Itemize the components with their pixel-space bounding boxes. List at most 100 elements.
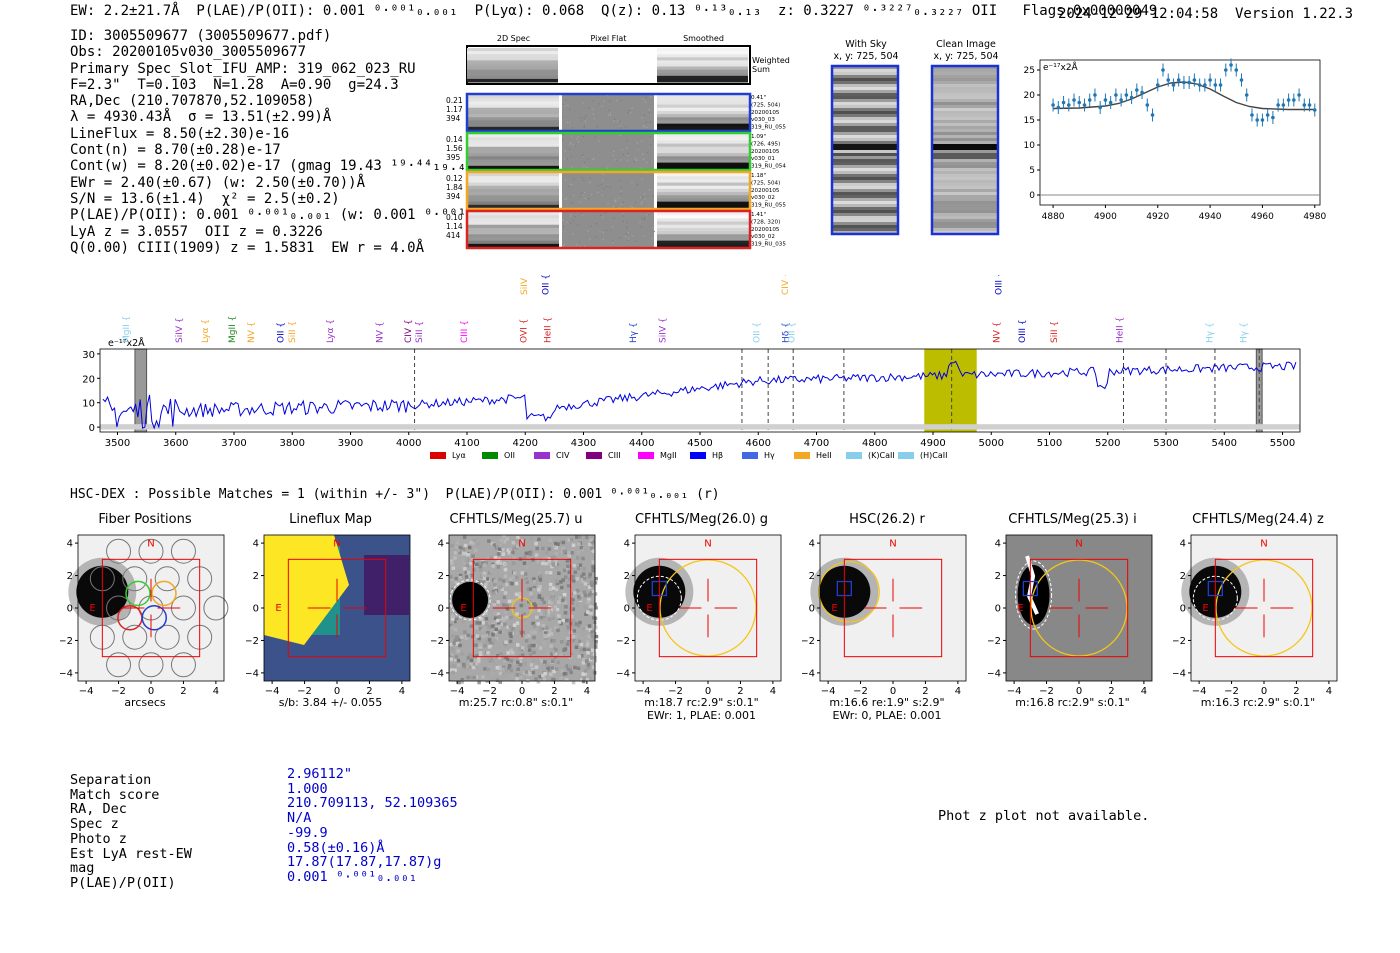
zoom-xtick: 4880 [1042, 212, 1065, 222]
zoom-data-point [1203, 78, 1207, 92]
header-summary: EW: 2.2±21.7Å P(LAE)/P(OII): 0.001 ⁰·⁰⁰¹… [70, 3, 1158, 19]
legend-entry: (H)CaII [898, 451, 947, 460]
match-label: Separation [70, 772, 152, 788]
cutout-caption: m:16.6 re:1.9" s:2.9" EWr: 0, PLAE: 0.001 [829, 696, 945, 722]
zoom-data-point [1171, 78, 1176, 92]
info-line: LyA z = 3.0557 OII z = 0.3226 [70, 223, 323, 240]
legend-entry: OII [482, 451, 515, 460]
sky-panel-frame [830, 64, 900, 236]
match-label: mag [70, 860, 95, 877]
fiber-row-frame [465, 170, 752, 211]
cutout-xtick: −2 [297, 686, 312, 697]
fiber-row-right-value: 20200105 [751, 188, 780, 194]
emission-line-label: OII { [752, 322, 762, 343]
fiber-row-right-value: (725, 504) [751, 180, 780, 186]
zoom-data-point [1187, 76, 1191, 89]
cutout-xtick: 0 [148, 686, 154, 697]
cutout-xtick: −4 [821, 686, 836, 697]
cutout-image: N E −4 −4 −2 −2 0 0 2 2 4 4 [802, 534, 967, 697]
svg-text:Sum: Sum [752, 65, 770, 74]
svg-text:HeII: HeII [816, 451, 832, 460]
north-marker: N [889, 538, 896, 549]
search-box [658, 558, 757, 658]
full-ylabel: e⁻¹⁷x2Å [108, 337, 145, 349]
zoom-data-point [1250, 108, 1254, 122]
zoom-data-point [1082, 98, 1087, 112]
zoom-data-point [1192, 73, 1197, 87]
info-line: Cont(n) = 8.70(±0.28)e-17 [70, 142, 281, 159]
cutout-ytick: 0 [1180, 604, 1186, 615]
match-value: 0.001 ⁰·⁰⁰¹₀.₀₀₁ [287, 868, 418, 885]
fiber-row-frame [465, 92, 752, 133]
cutout-xtick: 4 [955, 686, 961, 697]
legend-entry: Hβ [690, 451, 723, 460]
cutout-image: N E −4 −4 −2 −2 0 0 2 2 4 4 [988, 534, 1152, 697]
fiber-row-frame [465, 131, 752, 172]
fiber-row-right-value: 319_RU_055 [751, 125, 786, 131]
cutout-xtick: 0 [333, 686, 339, 697]
full-xtick: 4900 [920, 438, 945, 449]
cutout-xtick: 2 [1108, 686, 1114, 697]
zoom-data-point [1066, 98, 1071, 112]
zoom-ytick: 20 [1024, 91, 1036, 101]
sky-panel-frame [930, 64, 1000, 236]
info-line: F=2.3" T=0.103 N=1.28 A=0.90 g=24.3 [70, 76, 399, 93]
fiber-col-title: 2D Spec [497, 34, 530, 43]
sky-panel-coords: x, y: 725, 504 [833, 51, 898, 62]
full-ytick: 20 [82, 374, 95, 385]
fiber-col-title: Smoothed [683, 34, 724, 43]
fiber-row-right-value: v030_01 [751, 156, 775, 162]
cutout-xtick: 4 [1326, 686, 1332, 697]
zoom-ytick: 5 [1029, 166, 1035, 176]
legend-entry: CIII [586, 451, 621, 460]
full-xtick: 4300 [571, 438, 596, 449]
zoom-ylabel: e⁻¹⁷x2Å [1043, 61, 1079, 73]
full-xtick: 4200 [513, 438, 538, 449]
full-xtick: 4100 [454, 438, 479, 449]
cutout-ytick: −2 [246, 636, 259, 647]
emission-line-label: HeII { [1115, 317, 1125, 343]
cutout-xtick: −2 [482, 686, 497, 697]
cutout-ytick: −4 [1173, 668, 1186, 679]
full-xtick: 3500 [105, 438, 130, 449]
sky-panel-title: Clean Image [936, 39, 996, 50]
match-label: Match score [70, 786, 160, 803]
fiber-row-right-value: 319_RU_035 [751, 242, 786, 248]
search-box [1029, 558, 1128, 658]
match-aperture [658, 559, 757, 657]
cutout-xtick: −4 [450, 686, 465, 697]
zoom-data-point [1124, 88, 1129, 102]
fiber-row-right-value: 0.41" [751, 95, 766, 101]
cutout-ytick: 4 [252, 539, 258, 550]
full-xtick: 3600 [163, 438, 188, 449]
fiber-row-left-value: 394 [446, 192, 461, 201]
east-marker: E [831, 603, 837, 614]
match-labels: Separation Match score RA, Dec Spec z Photo … [70, 773, 192, 891]
zoom-ytick: 15 [1024, 116, 1035, 126]
sky-panel-title: With Sky [845, 39, 887, 50]
east-marker: E [1202, 603, 1208, 614]
emission-line-label: SiII { [1050, 321, 1060, 343]
cutout-xtick: 4 [769, 686, 775, 697]
cutout-caption: s/b: 3.84 +/- 0.055 [278, 696, 383, 709]
cutout-image: N E −4 −4 −2 −2 0 0 2 2 4 4 [246, 534, 410, 697]
zoom-data-point [1229, 58, 1233, 72]
zoom-data-point [1150, 108, 1155, 122]
sky-panel-coords: x, y: 725, 504 [933, 51, 998, 62]
east-marker: E [1017, 603, 1023, 614]
zoom-data-point [1145, 98, 1150, 112]
match-label: Photo z [70, 830, 127, 847]
info-line: Primary Spec_Slot_IFU_AMP: 319_062_023_R… [70, 60, 416, 77]
match-values: 2.96112" 1.000 210.709113, 52.109365 N/A -99… [287, 767, 458, 885]
cutout-xtick: 0 [890, 686, 896, 697]
svg-text:Hγ: Hγ [764, 451, 775, 460]
cutout-image: N E −4 −4 −2 −2 0 0 2 2 4 4 [1173, 534, 1338, 697]
fiber-row-left-value: 395 [446, 153, 461, 162]
emission-line-label: CIV { [781, 275, 791, 295]
cutout-title: CFHTLS/Meg(26.0) g [634, 512, 769, 527]
zoom-data-point [1119, 93, 1123, 107]
cutout-xtick: −4 [264, 686, 279, 697]
zoom-data-point [1208, 73, 1212, 87]
cutout-xtick: −4 [1192, 686, 1207, 697]
zoom-data-point [1182, 76, 1186, 89]
